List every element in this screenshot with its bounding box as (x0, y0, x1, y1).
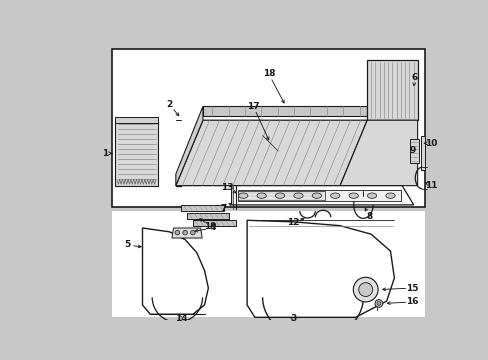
Text: 14: 14 (175, 314, 187, 323)
Polygon shape (231, 186, 413, 205)
Circle shape (183, 230, 187, 235)
Text: 13: 13 (221, 184, 234, 193)
Polygon shape (142, 228, 208, 314)
Circle shape (376, 302, 380, 305)
Polygon shape (115, 117, 158, 122)
Text: 16: 16 (405, 297, 418, 306)
Circle shape (352, 277, 377, 302)
Text: 1: 1 (102, 149, 108, 158)
Polygon shape (172, 228, 202, 238)
Polygon shape (176, 106, 203, 186)
Text: 5: 5 (123, 240, 130, 249)
Ellipse shape (257, 193, 266, 198)
Ellipse shape (238, 193, 247, 198)
Ellipse shape (385, 193, 394, 198)
Circle shape (190, 230, 195, 235)
Polygon shape (420, 136, 425, 170)
Text: 9: 9 (408, 147, 414, 156)
Polygon shape (181, 205, 224, 211)
Text: 19: 19 (204, 222, 217, 231)
Text: 17: 17 (246, 102, 259, 111)
Polygon shape (203, 106, 366, 116)
Polygon shape (237, 191, 324, 200)
Text: 3: 3 (290, 314, 296, 323)
Text: 10: 10 (425, 139, 437, 148)
Text: 11: 11 (425, 181, 437, 190)
Ellipse shape (311, 193, 321, 198)
Ellipse shape (348, 193, 358, 198)
Ellipse shape (330, 193, 339, 198)
Text: 6: 6 (410, 73, 417, 82)
Polygon shape (237, 190, 400, 201)
Polygon shape (176, 120, 366, 186)
Ellipse shape (293, 193, 303, 198)
Polygon shape (366, 60, 417, 120)
Ellipse shape (366, 193, 376, 198)
Circle shape (358, 283, 372, 297)
Text: 7: 7 (220, 204, 226, 213)
Polygon shape (115, 120, 158, 186)
Text: 8: 8 (366, 212, 372, 221)
Text: 15: 15 (405, 284, 418, 293)
Polygon shape (246, 220, 393, 317)
Polygon shape (192, 220, 235, 226)
Polygon shape (186, 213, 229, 219)
Ellipse shape (275, 193, 284, 198)
Circle shape (175, 230, 179, 235)
Bar (111, 211, 425, 317)
Text: 2: 2 (166, 100, 172, 109)
Polygon shape (340, 120, 417, 186)
Circle shape (374, 300, 382, 307)
Bar (111, 49, 425, 207)
Text: 18: 18 (262, 69, 275, 78)
Text: 12: 12 (287, 218, 299, 227)
Text: 4: 4 (209, 224, 215, 233)
Polygon shape (409, 139, 418, 163)
